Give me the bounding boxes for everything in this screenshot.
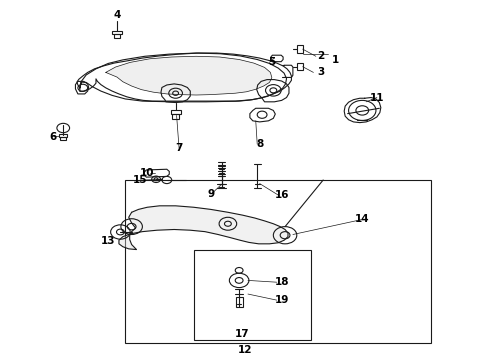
Text: 19: 19 [274, 295, 289, 305]
Bar [60, 137, 66, 140]
Text: 15: 15 [133, 175, 147, 185]
Bar [236, 297, 243, 307]
Bar [59, 134, 67, 137]
Text: 17: 17 [235, 329, 250, 339]
Text: 3: 3 [317, 67, 324, 77]
Bar [172, 114, 179, 119]
Text: 6: 6 [50, 132, 57, 142]
Text: 10: 10 [140, 168, 154, 178]
Text: 4: 4 [113, 10, 121, 20]
Text: 2: 2 [317, 51, 324, 61]
Text: 1: 1 [332, 55, 339, 65]
Text: 7: 7 [175, 143, 183, 153]
Bar [297, 45, 303, 53]
Text: 18: 18 [274, 277, 289, 287]
Bar [125, 180, 431, 343]
Polygon shape [119, 206, 288, 249]
Text: 8: 8 [256, 139, 263, 149]
Text: 9: 9 [207, 189, 214, 199]
Text: 12: 12 [238, 345, 252, 355]
Bar [297, 63, 303, 70]
Text: 14: 14 [355, 215, 369, 224]
Text: 5: 5 [268, 57, 275, 67]
Text: 13: 13 [101, 236, 116, 246]
Polygon shape [106, 56, 272, 95]
Text: 16: 16 [274, 190, 289, 200]
Bar [171, 110, 180, 114]
Bar [112, 31, 122, 35]
Bar [194, 250, 311, 339]
Bar [114, 35, 121, 38]
Text: 11: 11 [369, 93, 384, 103]
